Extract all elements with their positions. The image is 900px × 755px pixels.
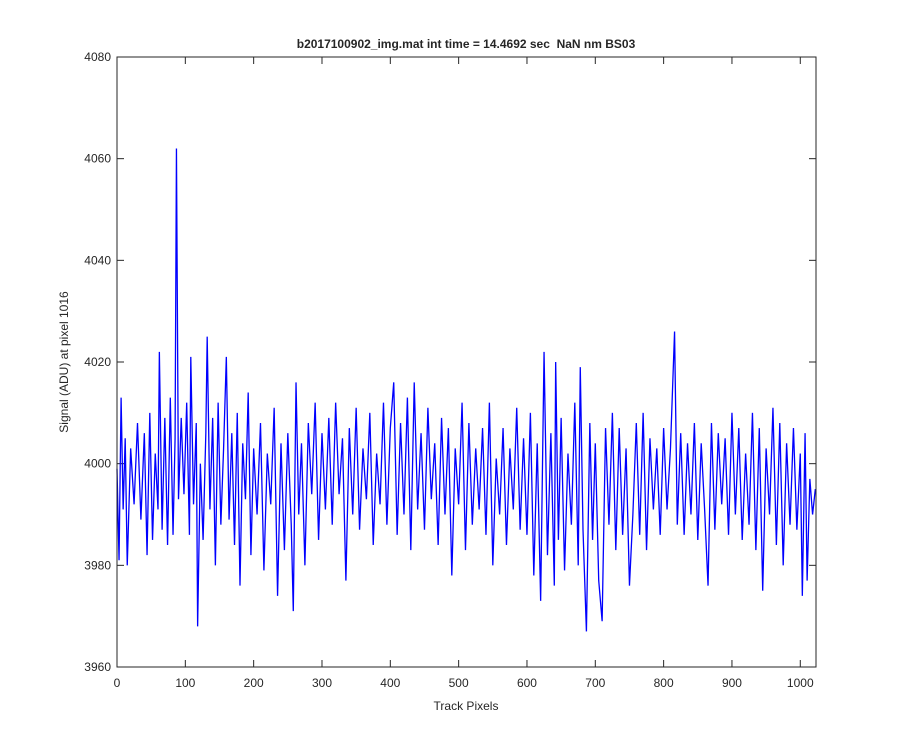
axes-box	[116, 56, 817, 668]
data-line	[116, 148, 816, 632]
x-axis-label: Track Pixels	[434, 699, 499, 713]
x-tick-label: 0	[114, 676, 121, 690]
y-tick-label: 3960	[84, 660, 111, 674]
x-tick-label: 200	[244, 676, 264, 690]
y-tick-label: 3980	[84, 558, 111, 572]
x-tick-label: 800	[654, 676, 674, 690]
x-tick-label: 1000	[787, 676, 814, 690]
y-tick-label: 4080	[84, 50, 111, 64]
y-tick-label: 4040	[84, 253, 111, 267]
chart-title: b2017100902_img.mat int time = 14.4692 s…	[297, 37, 636, 51]
y-axis-label: Signal (ADU) at pixel 1016	[57, 291, 71, 433]
x-tick-label: 700	[585, 676, 605, 690]
x-tick-label: 100	[175, 676, 195, 690]
y-tick-label: 4020	[84, 355, 111, 369]
y-tick-label: 4000	[84, 457, 111, 471]
x-tick-label: 500	[449, 676, 469, 690]
x-tick-label: 900	[722, 676, 742, 690]
x-tick-label: 300	[312, 676, 332, 690]
x-tick-label: 600	[517, 676, 537, 690]
x-tick-label: 400	[380, 676, 400, 690]
y-tick-label: 4060	[84, 152, 111, 166]
